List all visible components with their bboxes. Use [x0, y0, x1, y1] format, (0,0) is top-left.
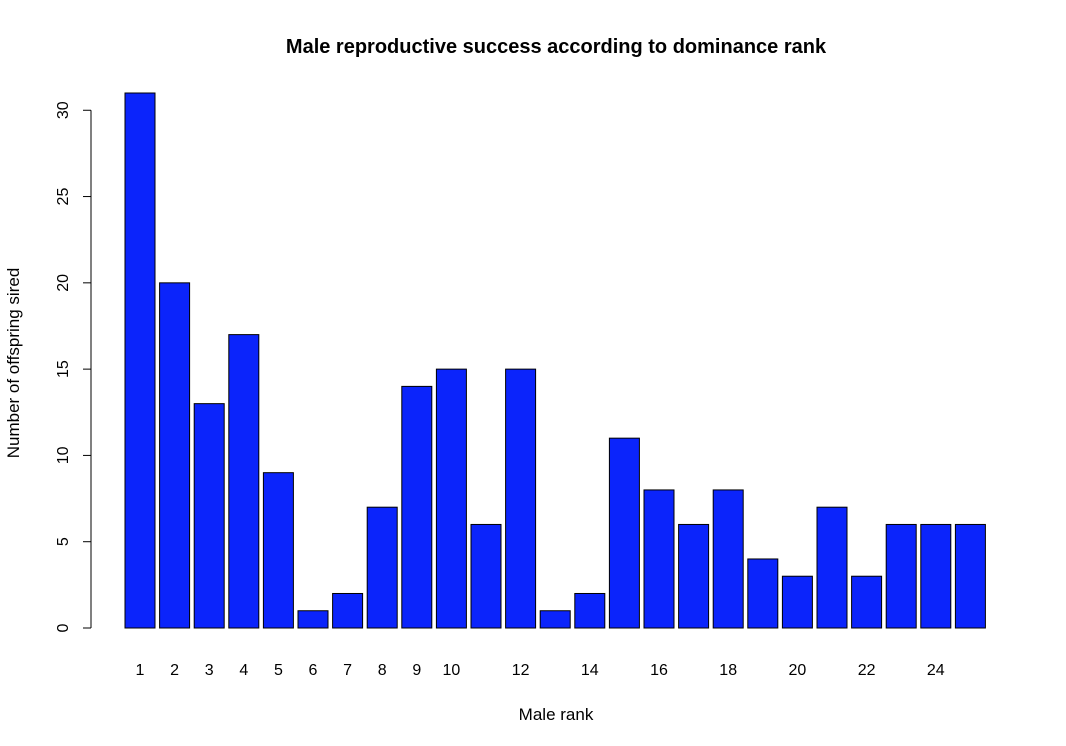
- bar-rank-19: [747, 558, 779, 629]
- bar-rank-2: [159, 282, 191, 629]
- bar-rank-1: [124, 92, 156, 629]
- bars: [124, 92, 986, 629]
- x-tick-label: 9: [412, 662, 421, 679]
- bar-rank-23: [885, 523, 917, 629]
- x-tick-label: 4: [239, 662, 248, 679]
- bar-rank-25: [954, 523, 986, 629]
- x-tick-label: 22: [858, 662, 876, 679]
- y-axis: 0 5 10 15 20 25 30: [55, 101, 92, 632]
- x-tick-label: 20: [789, 662, 807, 679]
- bar-rank-18: [712, 489, 744, 629]
- bar-rank-21: [816, 506, 848, 629]
- bar-rank-11: [470, 523, 502, 629]
- x-tick-label: 1: [136, 662, 145, 679]
- bar-rank-17: [678, 523, 710, 629]
- x-tick-label: 2: [170, 662, 179, 679]
- bar-rank-22: [851, 575, 883, 629]
- x-tick-label: 5: [274, 662, 283, 679]
- x-tick-label: 8: [378, 662, 387, 679]
- y-tick-label: 0: [55, 623, 72, 632]
- y-tick-label: 10: [55, 446, 72, 464]
- x-tick-label: 18: [719, 662, 737, 679]
- x-tick-label: 12: [512, 662, 530, 679]
- x-tick-label: 24: [927, 662, 945, 679]
- bar-rank-14: [574, 592, 606, 629]
- bar-rank-12: [505, 368, 537, 629]
- bar-rank-9: [401, 385, 433, 629]
- bar-rank-7: [332, 592, 364, 629]
- bar-rank-5: [262, 472, 294, 629]
- x-tick-label: 14: [581, 662, 599, 679]
- x-tick-label: 3: [205, 662, 214, 679]
- x-tick-label: 10: [443, 662, 461, 679]
- bar-rank-15: [608, 437, 640, 629]
- x-axis-label: Male rank: [519, 705, 594, 724]
- y-tick-label: 15: [55, 360, 72, 378]
- bar-rank-16: [643, 489, 675, 629]
- y-tick-label: 25: [55, 188, 72, 206]
- y-tick-label: 20: [55, 274, 72, 292]
- x-tick-label: 6: [309, 662, 318, 679]
- bar-rank-3: [193, 403, 225, 629]
- bar-rank-8: [366, 506, 398, 629]
- y-tick-label: 5: [55, 537, 72, 546]
- y-axis-label: Number of offspring sired: [4, 268, 23, 459]
- x-tick-labels: 1 2 3 4 5 6 7 8 9 10 12 14 16 18 20 22 24: [136, 662, 945, 679]
- x-tick-label: 7: [343, 662, 352, 679]
- bar-rank-13: [539, 610, 571, 629]
- bar-rank-20: [781, 575, 813, 629]
- chart-title: Male reproductive success according to d…: [286, 36, 827, 58]
- bar-rank-10: [435, 368, 467, 629]
- bar-rank-6: [297, 610, 329, 629]
- x-tick-label: 16: [650, 662, 668, 679]
- bar-rank-4: [228, 334, 260, 629]
- bar-rank-24: [920, 523, 952, 629]
- y-tick-label: 30: [55, 101, 72, 119]
